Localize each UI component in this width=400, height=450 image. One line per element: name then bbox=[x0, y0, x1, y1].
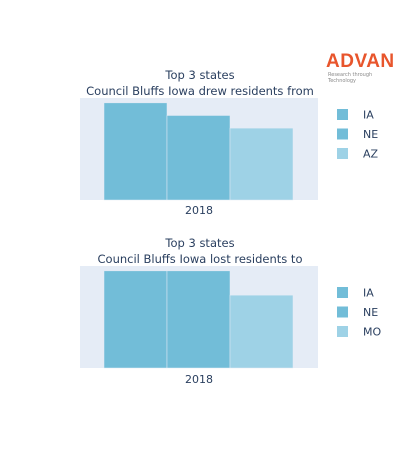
logo-tagline: Research through Technology bbox=[328, 72, 373, 84]
chart-lost-to: Top 3 states Council Bluffs Iowa lost re… bbox=[80, 236, 381, 386]
legend-swatch-ne[interactable] bbox=[337, 306, 348, 318]
legend-label-mo[interactable]: MO bbox=[363, 326, 381, 339]
bar-ne[interactable] bbox=[166, 270, 231, 369]
bars-group bbox=[103, 102, 294, 201]
legend-label-az[interactable]: AZ bbox=[363, 148, 379, 161]
legend-label-ne[interactable]: NE bbox=[363, 306, 378, 319]
logo-brand: ADVAN bbox=[326, 51, 395, 72]
legend-swatch-ia[interactable] bbox=[337, 109, 348, 120]
legend-swatch-mo[interactable] bbox=[337, 326, 348, 337]
bar-ia[interactable] bbox=[103, 102, 168, 201]
legend-swatch-ne[interactable] bbox=[337, 128, 348, 140]
bars-group bbox=[103, 270, 294, 369]
advan-logo: ADVAN Research through Technology bbox=[326, 51, 396, 85]
x-tick-label: 2018 bbox=[185, 204, 213, 217]
chart-drew-from: Top 3 states Council Bluffs Iowa drew re… bbox=[80, 68, 379, 217]
bar-mo[interactable] bbox=[229, 294, 294, 369]
chart-subtitle: Council Bluffs Iowa drew residents from bbox=[86, 84, 314, 98]
legend-swatch-az[interactable] bbox=[337, 148, 348, 159]
bar-ia[interactable] bbox=[103, 270, 168, 369]
legend-label-ne[interactable]: NE bbox=[363, 128, 378, 141]
legend-swatch-ia[interactable] bbox=[337, 287, 348, 298]
x-tick-label: 2018 bbox=[185, 373, 213, 386]
legend-label-ia[interactable]: IA bbox=[363, 109, 374, 122]
chart-title: Top 3 states bbox=[164, 236, 234, 250]
chart-subtitle: Council Bluffs Iowa lost residents to bbox=[98, 252, 303, 266]
bar-ne[interactable] bbox=[166, 115, 231, 201]
legend[interactable]: IA NE AZ bbox=[337, 109, 379, 161]
legend-label-ia[interactable]: IA bbox=[363, 287, 374, 300]
legend[interactable]: IA NE MO bbox=[337, 287, 381, 339]
bar-az[interactable] bbox=[229, 127, 294, 201]
chart-title: Top 3 states bbox=[164, 68, 234, 82]
